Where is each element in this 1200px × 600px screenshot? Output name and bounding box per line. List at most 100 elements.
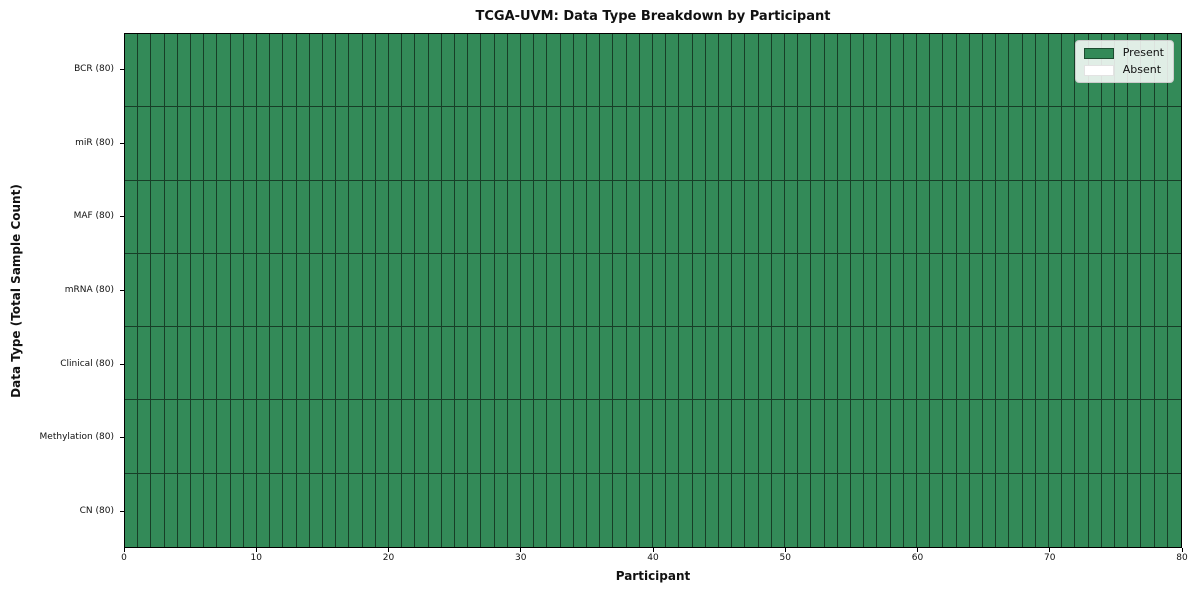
heatmap-cell: [705, 473, 719, 547]
heatmap-cell: [877, 107, 891, 181]
heatmap-cell: [930, 327, 944, 401]
heatmap-cell: [824, 327, 838, 401]
heatmap-cell: [164, 180, 178, 254]
x-tick-label: 70: [1044, 553, 1056, 563]
heatmap-cell: [811, 107, 825, 181]
heatmap-cell: [1154, 473, 1168, 547]
heatmap-cell: [309, 473, 323, 547]
heatmap-cell: [758, 253, 772, 328]
heatmap-cell: [732, 34, 746, 108]
heatmap-cell: [520, 253, 535, 328]
heatmap-cell: [217, 400, 231, 474]
heatmap-cell: [1101, 253, 1115, 328]
heatmap-cell: [586, 473, 601, 547]
heatmap-cell: [309, 180, 323, 254]
heatmap-cell: [1114, 473, 1129, 547]
heatmap-cell: [336, 180, 350, 254]
heatmap-cell: [190, 34, 205, 108]
heatmap-cell: [164, 473, 178, 547]
heatmap-cell: [547, 473, 561, 547]
heatmap-cell: [916, 34, 931, 108]
heatmap-cell: [890, 107, 904, 181]
heatmap-cell: [718, 400, 733, 474]
heatmap-cell: [164, 253, 178, 328]
heatmap-cell: [1141, 180, 1155, 254]
y-tick-mark: [120, 216, 124, 218]
heatmap-cell: [890, 473, 904, 547]
heatmap-cell: [322, 107, 337, 181]
heatmap-cell: [798, 473, 812, 547]
heatmap-cell: [349, 180, 363, 254]
heatmap-cell: [454, 34, 469, 108]
heatmap-cell: [388, 180, 403, 254]
heatmap-cell: [864, 34, 878, 108]
heatmap-cell: [547, 107, 561, 181]
heatmap-cell: [125, 34, 139, 108]
heatmap-cell: [837, 473, 851, 547]
heatmap-cell: [798, 34, 812, 108]
heatmap-cell: [177, 107, 191, 181]
heatmap-cell: [441, 180, 455, 254]
heatmap-cell: [837, 34, 851, 108]
heatmap-cell: [204, 473, 218, 547]
heatmap-cell: [270, 400, 284, 474]
heatmap-cell: [1035, 34, 1049, 108]
heatmap-cell: [943, 180, 957, 254]
heatmap-cell: [349, 253, 363, 328]
heatmap-cell: [705, 107, 719, 181]
heatmap-cell: [309, 327, 323, 401]
heatmap-cell: [296, 253, 310, 328]
heatmap-cell: [903, 327, 917, 401]
heatmap-cell: [1048, 400, 1063, 474]
heatmap-cell: [903, 180, 917, 254]
heatmap-cell: [771, 180, 785, 254]
heatmap-cell: [732, 253, 746, 328]
heatmap-cell: [534, 253, 548, 328]
heatmap-cell: [877, 473, 891, 547]
heatmap-cell: [732, 107, 746, 181]
heatmap-cell: [850, 180, 865, 254]
heatmap-cell: [1035, 473, 1049, 547]
heatmap-cell: [402, 34, 416, 108]
heatmap-cell: [151, 473, 165, 547]
heatmap-cell: [771, 34, 785, 108]
heatmap-cell: [375, 107, 389, 181]
heatmap-cell: [230, 400, 244, 474]
heatmap-cell: [177, 253, 191, 328]
x-tick-mark: [255, 548, 257, 552]
heatmap-cell: [230, 253, 244, 328]
x-tick-mark: [652, 548, 654, 552]
heatmap-cell: [270, 34, 284, 108]
y-tick-label: MAF (80): [73, 211, 114, 222]
heatmap-cell: [679, 180, 693, 254]
heatmap-cell: [1022, 400, 1036, 474]
heatmap-cell: [336, 34, 350, 108]
heatmap-cell: [969, 107, 983, 181]
heatmap-cell: [1009, 400, 1023, 474]
heatmap-cell: [388, 253, 403, 328]
heatmap-cell: [1009, 180, 1023, 254]
heatmap-cell: [626, 473, 640, 547]
heatmap-cell: [890, 327, 904, 401]
heatmap-cell: [903, 473, 917, 547]
heatmap-cell: [784, 180, 799, 254]
heatmap-cell: [494, 253, 508, 328]
heatmap-cell: [547, 253, 561, 328]
heatmap-cell: [1128, 180, 1142, 254]
heatmap-cell: [1062, 400, 1076, 474]
y-tick-label: Clinical (80): [60, 358, 114, 369]
heatmap-cell: [547, 34, 561, 108]
heatmap-cell: [190, 473, 205, 547]
heatmap-cell: [388, 327, 403, 401]
heatmap-cell: [824, 253, 838, 328]
heatmap-cell: [507, 400, 521, 474]
heatmap-cell: [1141, 253, 1155, 328]
heatmap-cell: [692, 180, 706, 254]
heatmap-cell: [850, 253, 865, 328]
heatmap-cell: [164, 107, 178, 181]
heatmap-cell: [864, 473, 878, 547]
heatmap-cell: [388, 400, 403, 474]
heatmap-cell: [534, 473, 548, 547]
heatmap-cell: [679, 107, 693, 181]
